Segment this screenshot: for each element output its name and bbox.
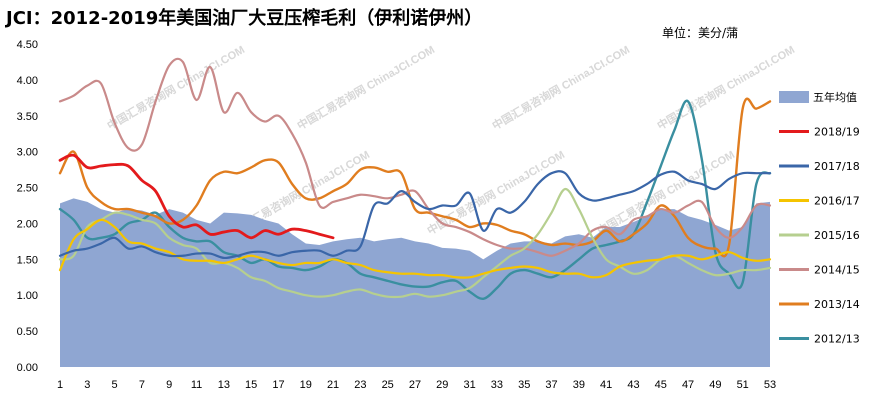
legend-label-2013-14: 2013/14 [814, 298, 860, 311]
x-tick-label: 19 [300, 379, 312, 391]
legend-label-area: 五年均值 [813, 90, 857, 104]
x-tick-label: 13 [218, 379, 230, 391]
x-tick-label: 29 [436, 379, 448, 391]
series-line-2014-15 [58, 57, 772, 257]
legend: 五年均值 2018/19 2017/18 2016/17 2015/16 2014/15 2… [779, 90, 860, 346]
x-tick-label: 31 [463, 379, 475, 391]
y-tick-label: 4.50 [17, 39, 38, 51]
x-tick-label: 23 [354, 379, 366, 391]
x-axis: 1 3 5 7 9 11 13 15 17 19 21 23 25 27 29 31 33 35 37 39 41 43 4… [57, 379, 776, 391]
watermark-text: 中国汇易咨询网 ChinaJCI.COM [655, 42, 797, 132]
series-layer [58, 57, 772, 301]
x-tick-label: 41 [600, 379, 612, 391]
x-tick-label: 47 [682, 379, 694, 391]
legend-label-2018-19: 2018/19 [814, 126, 860, 139]
y-tick-label: 0.50 [17, 326, 38, 338]
watermark-text: 中国汇易咨询网 ChinaJCI.COM [295, 42, 437, 132]
x-tick-label: 7 [139, 379, 145, 391]
series-line-2018-19 [58, 153, 335, 240]
watermark-text: 中国汇易咨询网 ChinaJCI.COM [105, 42, 247, 132]
watermark-text: 中国汇易咨询网 ChinaJCI.COM [490, 42, 632, 132]
x-tick-label: 1 [57, 379, 63, 391]
x-tick-label: 27 [409, 379, 421, 391]
x-tick-label: 35 [518, 379, 530, 391]
y-tick-label: 3.50 [17, 111, 38, 123]
series-line-2016-17 [58, 218, 772, 279]
legend-label-2016-17: 2016/17 [814, 195, 860, 208]
x-tick-label: 21 [327, 379, 339, 391]
x-tick-label: 49 [709, 379, 721, 391]
x-tick-label: 37 [545, 379, 557, 391]
x-tick-label: 9 [166, 379, 172, 391]
x-tick-label: 51 [737, 379, 749, 391]
y-tick-label: 2.50 [17, 183, 38, 195]
chart-title: JCI：2012-2019年美国油厂大豆压榨毛利（伊利诺伊州） [6, 8, 483, 29]
y-tick-label: 4.00 [17, 75, 38, 87]
legend-label-2015-16: 2015/16 [814, 229, 860, 242]
x-tick-label: 17 [272, 379, 284, 391]
x-tick-label: 33 [491, 379, 503, 391]
x-tick-label: 45 [655, 379, 667, 391]
legend-swatch-area [779, 91, 809, 103]
x-tick-label: 25 [382, 379, 394, 391]
x-tick-label: 11 [191, 379, 202, 391]
y-tick-label: 2.00 [17, 218, 38, 230]
x-tick-label: 43 [627, 379, 639, 391]
watermark-layer: 中国汇易咨询网 ChinaJCI.COM 中国汇易咨询网 ChinaJCI.COM… [105, 42, 797, 237]
y-axis: 0.00 0.50 1.00 1.50 2.00 2.50 3.00 3.50 4.00 4.50 [17, 39, 38, 374]
series-line-2017-18 [58, 170, 772, 260]
y-tick-label: 3.00 [17, 147, 38, 159]
x-tick-label: 39 [573, 379, 585, 391]
series-line-2015-16 [58, 187, 772, 299]
y-tick-label: 1.00 [17, 290, 38, 302]
y-tick-label: 1.50 [17, 254, 38, 266]
x-tick-label: 3 [84, 379, 90, 391]
x-tick-label: 53 [764, 379, 776, 391]
x-tick-label: 15 [245, 379, 257, 391]
series-line-2013-14 [58, 97, 772, 258]
legend-label-2017-18: 2017/18 [814, 160, 860, 173]
unit-label: 单位：美分/蒲 [662, 26, 739, 40]
y-tick-label: 0.00 [17, 362, 38, 374]
legend-label-2014-15: 2014/15 [814, 264, 860, 277]
legend-label-2012-13: 2012/13 [814, 333, 860, 346]
x-tick-label: 5 [112, 379, 118, 391]
